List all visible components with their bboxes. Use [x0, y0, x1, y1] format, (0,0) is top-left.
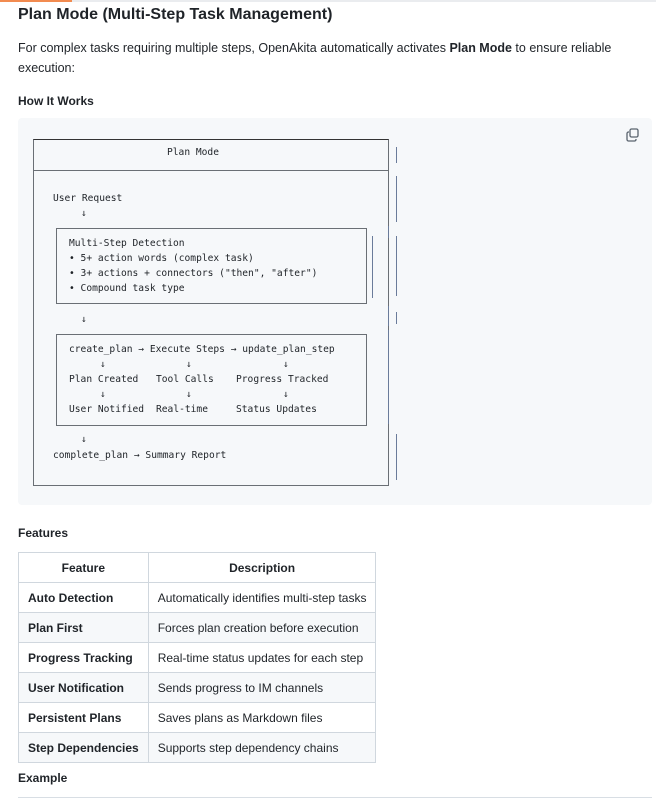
table-row: Auto Detection Automatically identifies m…	[18, 582, 377, 613]
arrow: ↓	[283, 389, 289, 400]
detection-item: • 3+ actions + connectors ("then", "afte…	[69, 268, 318, 279]
column-header: Description	[147, 552, 377, 583]
step-output: Real-time	[156, 404, 208, 415]
header-divider	[33, 170, 388, 171]
edge-bar	[396, 236, 397, 296]
arrow: ↓	[186, 389, 192, 400]
step-output: Status Updates	[236, 404, 317, 415]
description-cell: Sends progress to IM channels	[147, 672, 377, 703]
detection-item: • Compound task type	[69, 283, 185, 294]
step-output: Tool Calls	[156, 374, 214, 385]
features-heading: Features	[18, 526, 69, 540]
arrow: ↓	[186, 359, 192, 370]
code-block-top-edge	[18, 797, 652, 798]
arrow: ↓	[283, 359, 289, 370]
feature-cell: Plan First	[18, 612, 149, 643]
step-output: Progress Tracked	[236, 374, 329, 385]
detection-item: • 5+ action words (complex task)	[69, 253, 254, 264]
feature-cell: Auto Detection	[18, 582, 149, 613]
edge-bar	[396, 147, 397, 163]
detection-title: Multi-Step Detection	[69, 238, 185, 249]
code-block	[18, 118, 652, 505]
how-it-works-heading: How It Works	[18, 94, 94, 108]
edge-bar	[396, 312, 397, 324]
detection-box	[56, 228, 367, 304]
table-row: Plan First Forces plan creation before ex…	[18, 612, 377, 643]
intro-after: to ensure reliable execution:	[18, 41, 612, 75]
step-output: User Notified	[69, 404, 145, 415]
intro-before: For complex tasks requiring multiple ste…	[18, 41, 450, 55]
user-request: User Request	[53, 193, 123, 204]
table-row: Step Dependencies Supports step dependenc…	[18, 732, 377, 763]
edge-bar	[388, 226, 389, 238]
flow-row: create_plan → Execute Steps → update_pla…	[69, 344, 335, 355]
section-title: Plan Mode (Multi-Step Task Management)	[18, 6, 333, 23]
step-output: Plan Created	[69, 374, 139, 385]
description-cell: Supports step dependency chains	[147, 732, 377, 763]
edge-bar	[388, 306, 389, 326]
arrow: ↓	[81, 314, 87, 325]
arrow: ↓	[81, 434, 87, 445]
arrow: ↓	[81, 208, 87, 219]
example-heading: Example	[18, 771, 68, 785]
table-header-row: Feature Description	[18, 552, 377, 583]
description-cell: Saves plans as Markdown files	[147, 702, 377, 733]
edge-bar	[388, 330, 389, 424]
divider	[0, 0, 656, 2]
arrow: ↓	[100, 389, 106, 400]
final-step: complete_plan → Summary Report	[53, 450, 227, 461]
table-row: Progress Tracking Real-time status update…	[18, 642, 377, 673]
feature-cell: Persistent Plans	[18, 702, 149, 733]
features-table: Feature Description Auto Detection Automa…	[18, 552, 377, 763]
accent-bar	[0, 0, 72, 2]
description-cell: Real-time status updates for each step	[147, 642, 377, 673]
table-row: User Notification Sends progress to IM ch…	[18, 672, 377, 703]
diagram-header: Plan Mode	[167, 147, 219, 158]
flow-box	[56, 334, 367, 426]
arrow: ↓	[100, 359, 106, 370]
edge-bar	[396, 176, 397, 222]
feature-cell: Progress Tracking	[18, 642, 149, 673]
feature-cell: Step Dependencies	[18, 732, 149, 763]
column-header: Feature	[18, 552, 149, 583]
description-cell: Forces plan creation before execution	[147, 612, 377, 643]
edge-bar	[396, 434, 397, 480]
intro-bold: Plan Mode	[449, 41, 512, 55]
feature-cell: User Notification	[18, 672, 149, 703]
copy-icon[interactable]	[626, 128, 640, 142]
description-cell: Automatically identifies multi-step task…	[147, 582, 377, 613]
edge-bar	[372, 236, 373, 298]
intro-text: For complex tasks requiring multiple ste…	[18, 38, 638, 78]
table-row: Persistent Plans Saves plans as Markdown …	[18, 702, 377, 733]
